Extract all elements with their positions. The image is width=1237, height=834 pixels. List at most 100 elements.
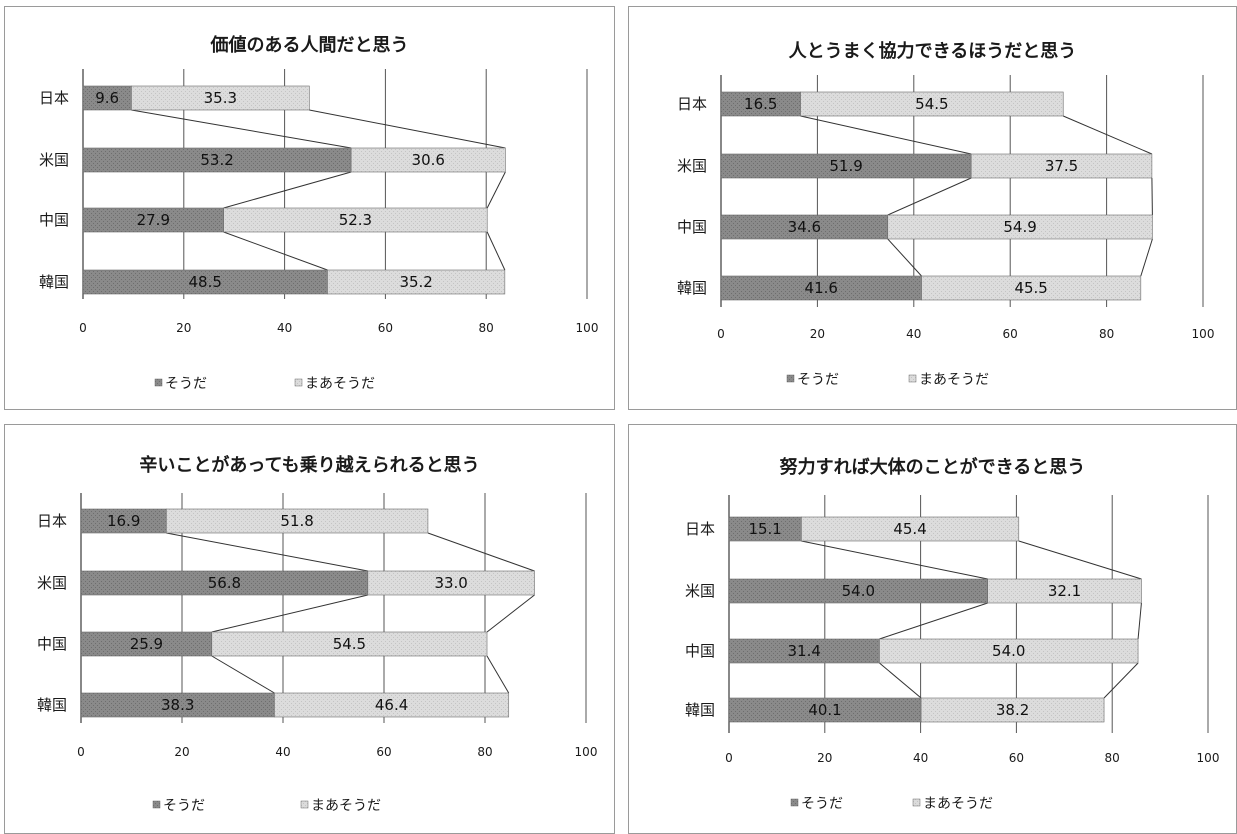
legend-swatch-sou-da [152, 800, 161, 809]
bar-sou-da [80, 570, 369, 596]
category-label: 米国 [39, 151, 69, 169]
data-label: 16.5 [744, 95, 777, 113]
category-label: 中国 [39, 211, 69, 229]
bar-sou-da [80, 631, 213, 657]
x-tick-label: 40 [277, 321, 292, 335]
data-label: 45.5 [1014, 279, 1047, 297]
data-label: 52.3 [339, 211, 372, 229]
category-label: 中国 [685, 642, 715, 660]
x-tick-label: 40 [913, 751, 928, 765]
legend-label-sou-da: そうだ [165, 376, 207, 392]
series-line [309, 109, 506, 149]
bar-maa-sou-da [166, 508, 429, 534]
data-label: 34.6 [788, 218, 821, 236]
x-tick-label: 60 [378, 321, 393, 335]
category-label: 中国 [677, 218, 707, 236]
bar-maa-sou-da [879, 638, 1139, 664]
chart-title: 価値のある人間だと思う [210, 34, 409, 56]
series-line [1063, 115, 1153, 155]
data-label: 48.5 [189, 273, 222, 291]
bar-maa-sou-da [970, 153, 1153, 179]
legend-label-maa-sou-da: まあそうだ [305, 376, 375, 392]
x-tick-label: 60 [1003, 327, 1018, 341]
series-line [879, 662, 922, 699]
data-label: 30.6 [412, 151, 445, 169]
bar-sou-da [728, 697, 922, 723]
data-label: 33.0 [434, 574, 467, 592]
series-line [427, 532, 535, 572]
category-label: 韓国 [677, 279, 707, 297]
x-tick-label: 80 [1099, 327, 1114, 341]
legend-swatch-sou-da [154, 378, 163, 387]
x-tick-label: 80 [1105, 751, 1120, 765]
bar-sou-da [720, 275, 922, 301]
bar-sou-da [82, 207, 224, 233]
series-line [223, 231, 328, 271]
bar-sou-da [82, 85, 132, 111]
data-label: 38.3 [161, 696, 194, 714]
data-label: 37.5 [1045, 157, 1078, 175]
bar-sou-da [728, 578, 988, 604]
x-tick-label: 0 [725, 751, 733, 765]
data-label: 38.2 [996, 701, 1029, 719]
category-label: 韓国 [685, 701, 715, 719]
x-tick-label: 100 [1192, 327, 1215, 341]
bar-maa-sou-da [367, 570, 535, 596]
data-label: 35.2 [399, 273, 432, 291]
data-label: 35.3 [204, 89, 237, 107]
legend-swatch-sou-da [790, 798, 799, 807]
series-line [1137, 602, 1142, 640]
data-label: 46.4 [375, 696, 408, 714]
series-line [211, 594, 368, 633]
data-label: 54.0 [842, 582, 875, 600]
series-line [486, 594, 535, 633]
data-label: 45.4 [893, 520, 926, 538]
series-line [486, 231, 506, 271]
bar-sou-da [728, 638, 880, 664]
category-label: 米国 [677, 157, 707, 175]
data-label: 31.4 [787, 642, 820, 660]
category-label: 日本 [37, 512, 67, 530]
x-tick-label: 100 [576, 321, 599, 335]
bar-maa-sou-da [987, 578, 1142, 604]
legend-swatch-maa-sou-da [300, 800, 309, 809]
bar-maa-sou-da [801, 516, 1020, 542]
legend-label-sou-da: そうだ [797, 372, 839, 388]
x-tick-label: 100 [1197, 751, 1220, 765]
legend-swatch-maa-sou-da [294, 378, 303, 387]
x-tick-label: 60 [376, 745, 391, 759]
bar-maa-sou-da [327, 269, 506, 295]
category-label: 日本 [677, 95, 707, 113]
series-line [887, 238, 922, 277]
bar-sou-da [720, 91, 801, 117]
bar-maa-sou-da [350, 147, 506, 173]
x-tick-label: 80 [477, 745, 492, 759]
bar-sou-da [80, 508, 167, 534]
data-label: 27.9 [137, 211, 170, 229]
data-label: 54.0 [992, 642, 1025, 660]
bar-sou-da [80, 692, 275, 718]
x-tick-label: 20 [817, 751, 832, 765]
series-line [879, 602, 988, 640]
chart-panel-1: 価値のある人間だと思う 0 20 40 60 80 100 日本 9.6 35.3 米国 53.2 30… [4, 6, 615, 410]
x-tick-label: 20 [176, 321, 191, 335]
bar-maa-sou-da [131, 85, 310, 111]
bar-sou-da [720, 214, 889, 240]
data-label: 54.5 [915, 95, 948, 113]
series-line [887, 177, 972, 216]
series-line [486, 655, 510, 694]
chart-svg: 努力すれば大体のことができると思う 0 20 40 60 80 100 日本 15.1 45.4 米… [685, 456, 1220, 812]
chart-svg: 価値のある人間だと思う 0 20 40 60 80 100 日本 9.6 35.3 米国 53.2 30… [39, 34, 599, 392]
data-label: 40.1 [808, 701, 841, 719]
series-line [131, 109, 352, 149]
bar-maa-sou-da [920, 697, 1105, 723]
data-label: 51.8 [280, 512, 313, 530]
legend-swatch-maa-sou-da [912, 798, 921, 807]
x-tick-label: 80 [479, 321, 494, 335]
bar-maa-sou-da [274, 692, 510, 718]
series-line [1018, 540, 1142, 580]
x-tick-label: 40 [906, 327, 921, 341]
category-label: 日本 [685, 520, 715, 538]
category-label: 米国 [37, 574, 67, 592]
x-tick-label: 20 [810, 327, 825, 341]
